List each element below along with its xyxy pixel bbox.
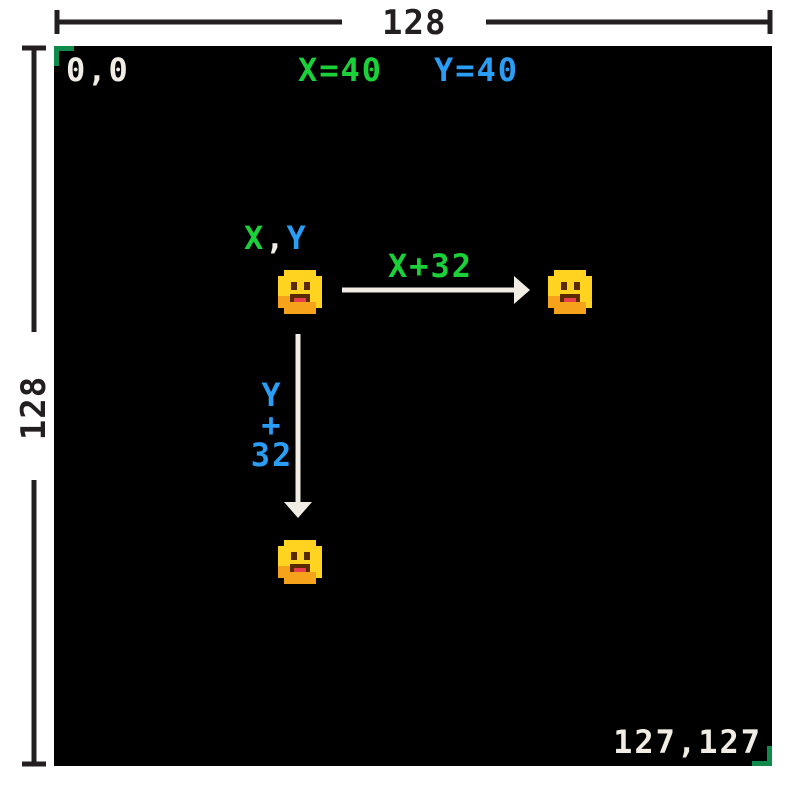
arrow-right-icon: [342, 276, 530, 304]
corner-label-top-left: 0,0: [66, 51, 130, 89]
arrow-down-icon: [284, 334, 312, 518]
arrow-down-label-num: 32: [250, 436, 294, 474]
corner-label-bottom-right: 127,127: [613, 723, 762, 761]
corner-marker-top-left: [54, 46, 74, 66]
arrow-down-label-plus: +: [261, 406, 283, 444]
pico8-screen: 0,0 127,127 X=40 Y=40 X,Y X+32 Y + 32: [54, 46, 772, 766]
screen-overlay: [54, 46, 772, 766]
smiley-face-icon: [548, 270, 592, 314]
origin-label-x: X: [244, 219, 266, 257]
arrow-down-label-y: Y: [261, 376, 283, 414]
readout-x: X=40: [298, 51, 384, 89]
height-label: 128: [14, 371, 54, 445]
arrow-down-label: Y + 32: [250, 376, 294, 474]
width-label: 128: [378, 6, 451, 40]
smiley-face-icon: [278, 540, 322, 584]
corner-marker-bottom-right: [752, 746, 772, 766]
origin-label-sep: ,: [265, 219, 287, 257]
smiley-face-icon: [278, 270, 322, 314]
arrow-right-label: X+32: [388, 247, 474, 285]
origin-label: X,Y: [244, 222, 308, 254]
readout-y: Y=40: [434, 51, 520, 89]
origin-label-y: Y: [286, 219, 308, 257]
